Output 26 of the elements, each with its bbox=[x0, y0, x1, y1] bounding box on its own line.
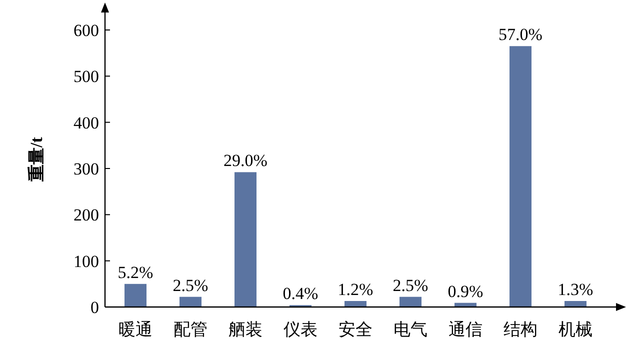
annotation: 1.3% bbox=[558, 280, 594, 299]
annotation: 2.5% bbox=[172, 276, 208, 295]
annotation: 2.5% bbox=[392, 276, 428, 295]
y-tick-label: 0 bbox=[90, 298, 99, 317]
annotation: 5.2% bbox=[118, 262, 154, 282]
y-tick-label: 400 bbox=[74, 113, 99, 132]
x-tick-label: 机械 bbox=[558, 320, 592, 339]
y-tick-label: 200 bbox=[74, 206, 99, 225]
annotation: 0.4% bbox=[282, 284, 318, 304]
y-axis-title: 重量/t bbox=[27, 136, 46, 182]
x-tick-label: 配管 bbox=[174, 320, 208, 339]
x-tick-label: 仪表 bbox=[284, 320, 318, 339]
y-tick-label: 300 bbox=[74, 159, 99, 178]
annotation: 29.0% bbox=[224, 151, 268, 170]
y-tick-label: 100 bbox=[74, 252, 99, 271]
x-tick-label: 安全 bbox=[338, 320, 372, 339]
annotation: 57.0% bbox=[498, 25, 542, 44]
x-tick-label: 结构 bbox=[504, 320, 538, 339]
y-tick-label: 600 bbox=[74, 20, 99, 40]
y-tick-label: 500 bbox=[74, 67, 99, 86]
x-tick-label: 舾装 bbox=[228, 320, 262, 339]
x-tick-label: 电气 bbox=[394, 320, 428, 339]
annotation: 0.9% bbox=[448, 282, 484, 301]
annotation: 1.2% bbox=[338, 280, 374, 299]
x-tick-label: 通信 bbox=[448, 320, 482, 339]
x-tick-label: 暖通 bbox=[118, 320, 152, 339]
